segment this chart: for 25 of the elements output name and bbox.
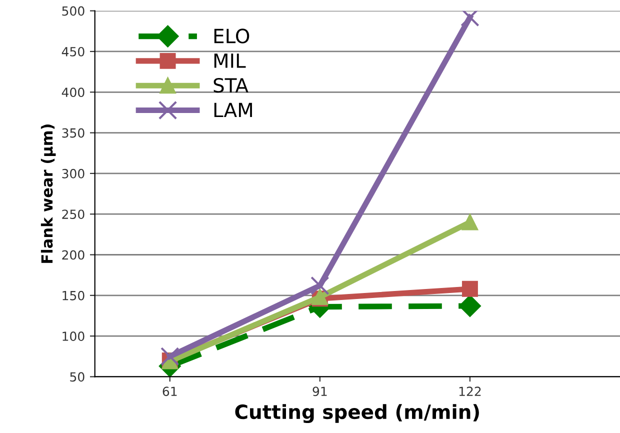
- y-tick-label: 150: [62, 290, 84, 300]
- point: [310, 276, 330, 296]
- y-tick-label: 500: [62, 6, 84, 16]
- legend-label: ELO: [214, 28, 250, 44]
- y-tick-label: 100: [62, 332, 84, 341]
- y-tick-label: 400: [62, 88, 84, 98]
- point: [462, 280, 478, 297]
- y-axis-title: Flank wear (µm): [40, 124, 56, 263]
- y-tick-label: 50: [70, 372, 84, 382]
- y-tick-label: 300: [62, 168, 84, 178]
- legend-label: STA: [214, 78, 248, 93]
- legend-label: LAM: [214, 102, 252, 118]
- x-tick-label: 61: [162, 386, 177, 396]
- y-tick-label: 200: [62, 250, 84, 260]
- x-axis-title: Cutting speed (m/min): [235, 404, 479, 424]
- point: [460, 10, 480, 27]
- y-tick-label: 250: [62, 210, 84, 220]
- point: [459, 295, 481, 317]
- x-tick-label: 122: [459, 386, 481, 396]
- point: [462, 214, 478, 230]
- legend-label: MIL: [214, 54, 246, 68]
- point: [160, 347, 180, 366]
- y-tick-label: 350: [62, 128, 84, 138]
- x-tick-label: 91: [312, 386, 327, 396]
- y-tick-label: 450: [62, 46, 84, 56]
